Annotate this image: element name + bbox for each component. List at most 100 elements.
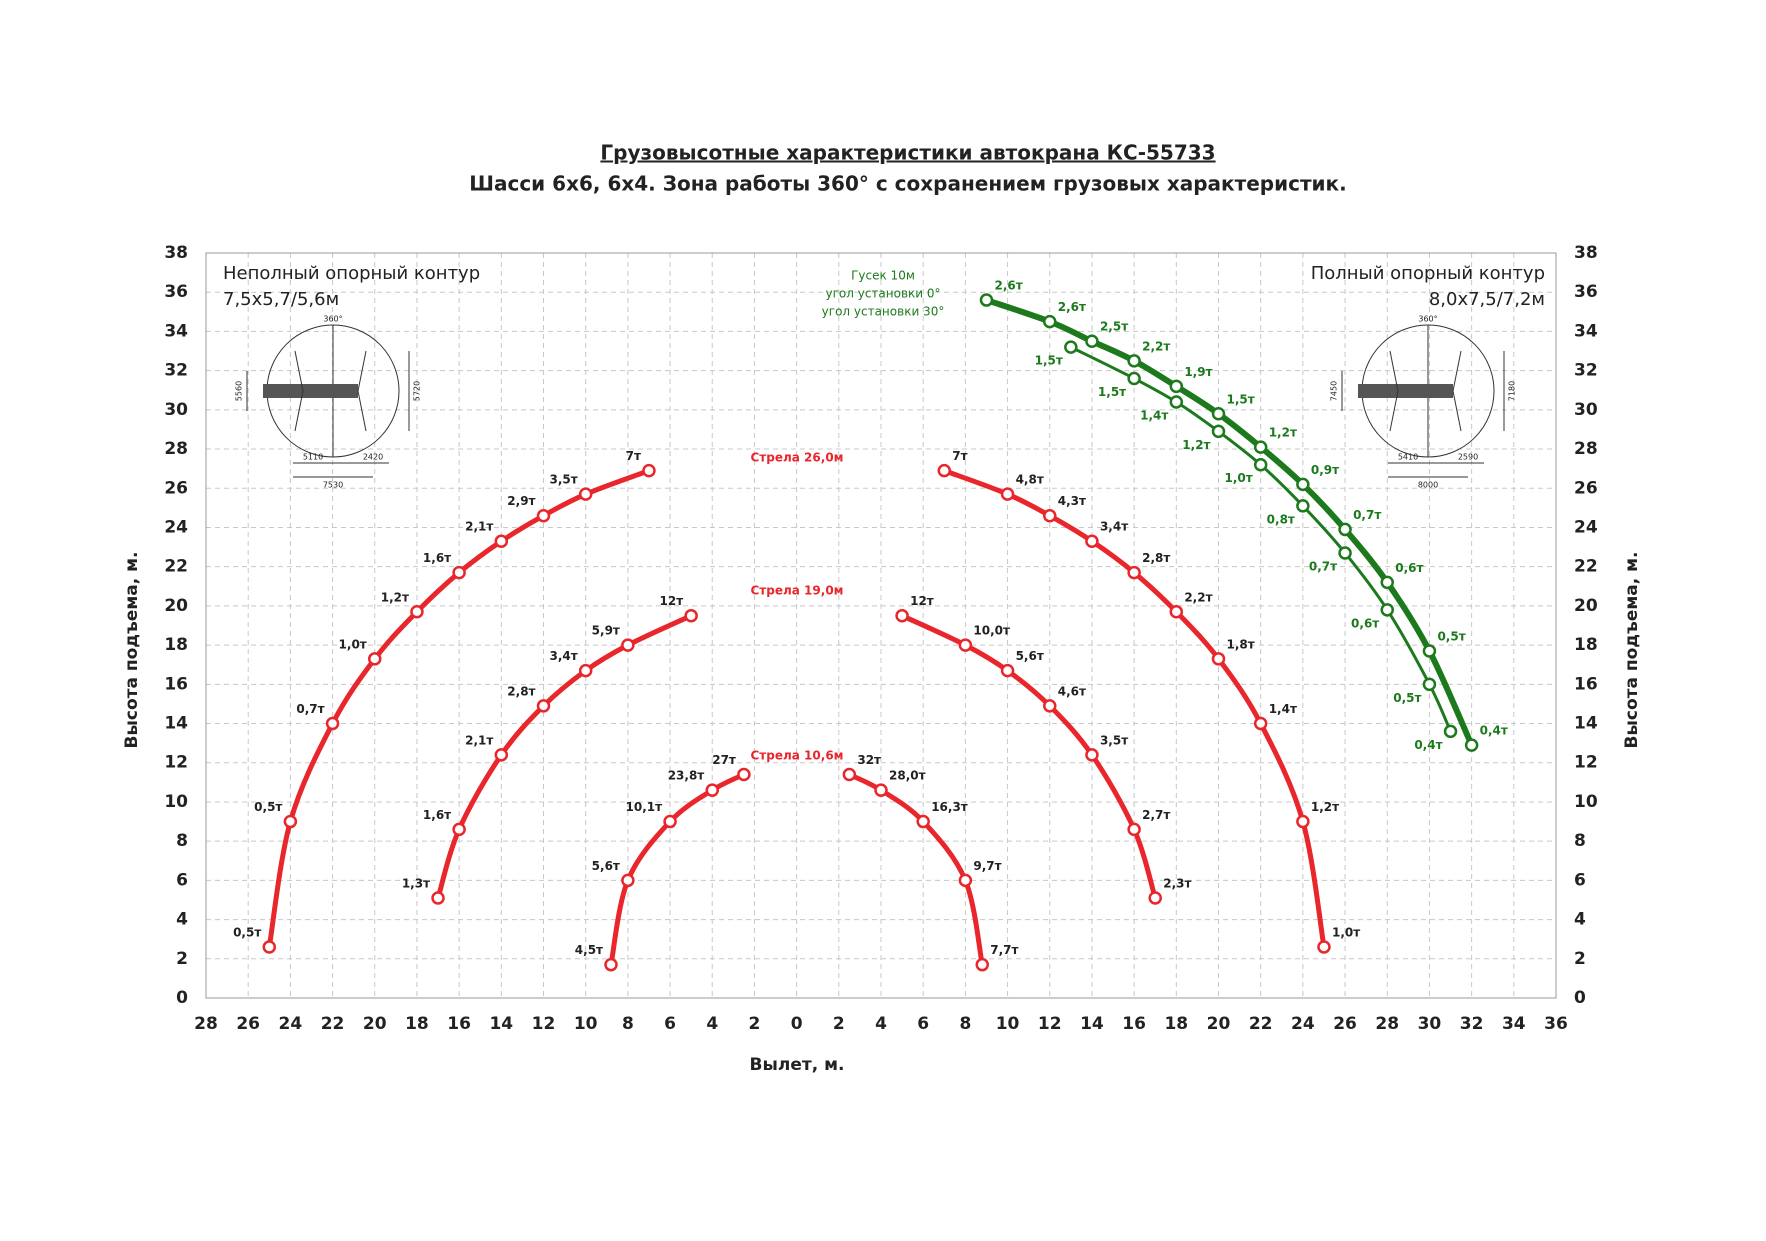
load-label: 2,7т bbox=[1142, 808, 1170, 822]
y-tick-label: 34 bbox=[164, 321, 188, 341]
load-point bbox=[1443, 724, 1458, 739]
load-label: 0,5т bbox=[233, 926, 261, 940]
x-tick-label: 14 bbox=[489, 1014, 513, 1034]
outrigger-diagram: 360° 5110 2420 7530 5720 5560 bbox=[235, 315, 422, 490]
chart-title: Грузовысотные характеристики автокрана К… bbox=[600, 141, 1215, 165]
load-label: 1,2т bbox=[1182, 438, 1210, 452]
load-curve bbox=[1069, 345, 1453, 733]
diagram-label: 360° bbox=[1418, 315, 1437, 324]
y-tick-label: 20 bbox=[164, 596, 188, 616]
diagram-label: 2420 bbox=[363, 453, 383, 462]
load-label: 9,7т bbox=[973, 859, 1001, 873]
diagram-label: 5410 bbox=[1398, 453, 1418, 462]
load-point bbox=[1422, 644, 1437, 658]
load-point bbox=[1085, 748, 1099, 762]
load-label: 4,3т bbox=[1058, 494, 1086, 508]
load-label: 4,8т bbox=[1016, 473, 1044, 487]
x-tick-label: 8 bbox=[622, 1014, 634, 1034]
load-label: 1,4т bbox=[1269, 702, 1297, 716]
load-point bbox=[1380, 575, 1394, 590]
diagram-label: 7530 bbox=[323, 481, 343, 490]
load-label: 3,5т bbox=[1100, 733, 1128, 747]
x-tick-label: 32 bbox=[1460, 1014, 1484, 1034]
diagram-label: 5720 bbox=[413, 381, 422, 401]
load-point bbox=[1043, 508, 1057, 523]
y-tick-label-right: 2 bbox=[1574, 949, 1586, 969]
load-label: 3,4т bbox=[549, 649, 577, 663]
x-tick-label: 28 bbox=[194, 1014, 218, 1034]
load-point bbox=[1211, 407, 1226, 421]
load-label: 0,6т bbox=[1395, 561, 1423, 575]
load-label: 1,5т bbox=[1035, 354, 1063, 368]
load-point bbox=[452, 822, 466, 837]
load-label: 2,8т bbox=[507, 684, 535, 698]
load-label: 0,7т bbox=[1309, 559, 1337, 573]
y-tick-label-right: 12 bbox=[1574, 753, 1598, 773]
load-point bbox=[431, 891, 445, 905]
load-label: 1,3т bbox=[402, 877, 430, 891]
annotation: Полный опорный контур bbox=[1311, 263, 1545, 284]
y-tick-label: 28 bbox=[164, 439, 188, 459]
diagram-label: 360° bbox=[323, 315, 342, 324]
load-point bbox=[578, 663, 593, 678]
load-point bbox=[642, 463, 656, 478]
x-tick-label: 24 bbox=[279, 1014, 303, 1034]
load-point bbox=[1169, 395, 1184, 409]
load-label: 1,2т bbox=[1311, 800, 1339, 814]
y-tick-label-right: 36 bbox=[1574, 282, 1598, 302]
y-tick-label: 0 bbox=[176, 988, 188, 1008]
load-point bbox=[975, 957, 989, 972]
load-label: 12т bbox=[910, 594, 934, 608]
load-point bbox=[1000, 663, 1015, 678]
load-point bbox=[621, 638, 635, 652]
x-axis-label: Вылет, м. bbox=[750, 1055, 845, 1075]
y-tick-label: 8 bbox=[176, 831, 188, 851]
annotation: Стрела 10,6м bbox=[751, 749, 844, 763]
load-point bbox=[325, 716, 340, 731]
load-point bbox=[578, 487, 593, 501]
diagram-crane bbox=[1358, 384, 1453, 398]
load-point bbox=[684, 608, 698, 623]
load-label: 28,0т bbox=[889, 769, 926, 783]
load-label: 0,4т bbox=[1414, 738, 1442, 752]
x-tick-label: 16 bbox=[447, 1014, 471, 1034]
load-point bbox=[494, 748, 509, 762]
x-tick-label: 26 bbox=[1333, 1014, 1357, 1034]
load-label: 5,6т bbox=[1016, 649, 1044, 663]
y-tick-label: 4 bbox=[176, 910, 188, 930]
y-tick-label-right: 32 bbox=[1574, 361, 1598, 381]
annotation: Стрела 26,0м bbox=[751, 451, 844, 465]
x-tick-label: 10 bbox=[996, 1014, 1020, 1034]
load-label: 0,4т bbox=[1480, 724, 1508, 738]
y-tick-label: 38 bbox=[164, 243, 188, 263]
y-tick-label-right: 4 bbox=[1574, 910, 1586, 930]
x-tick-label: 2 bbox=[833, 1014, 845, 1034]
load-point bbox=[283, 814, 298, 829]
load-point bbox=[1338, 546, 1352, 560]
x-tick-label: 16 bbox=[1122, 1014, 1146, 1034]
y-tick-label-right: 16 bbox=[1574, 674, 1598, 694]
load-label: 1,6т bbox=[423, 808, 451, 822]
annotation: 7,5х5,7/5,6м bbox=[223, 289, 339, 310]
load-label: 0,8т bbox=[1267, 512, 1295, 526]
load-point bbox=[1296, 814, 1310, 829]
load-label: 2,8т bbox=[1142, 551, 1170, 565]
y-tick-label: 2 bbox=[176, 949, 188, 969]
x-tick-label: 6 bbox=[664, 1014, 676, 1034]
load-point bbox=[262, 940, 277, 954]
load-label: 4,5т bbox=[575, 943, 603, 957]
load-label: 1,6т bbox=[423, 551, 451, 565]
load-label: 1,0т bbox=[1332, 926, 1360, 940]
load-point bbox=[958, 873, 973, 888]
load-point bbox=[937, 463, 952, 478]
load-label: 2,9т bbox=[507, 494, 535, 508]
load-label: 0,6т bbox=[1351, 616, 1379, 630]
load-label: 1,9т bbox=[1184, 365, 1212, 379]
y-tick-label: 32 bbox=[164, 361, 188, 381]
y-tick-label: 18 bbox=[164, 635, 188, 655]
load-label: 27т bbox=[712, 753, 736, 767]
x-tick-label: 4 bbox=[706, 1014, 718, 1034]
y-tick-label-right: 18 bbox=[1574, 635, 1598, 655]
load-label: 2,5т bbox=[1100, 320, 1128, 334]
load-point bbox=[842, 767, 857, 782]
